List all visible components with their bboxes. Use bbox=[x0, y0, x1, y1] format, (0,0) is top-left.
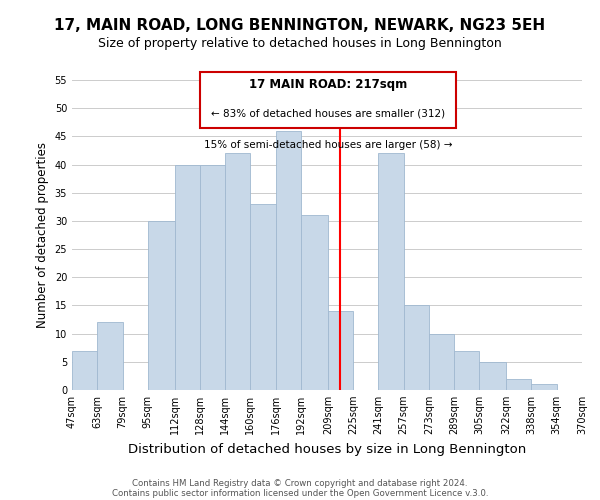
Bar bbox=[532, 384, 557, 390]
Bar bbox=[301, 216, 328, 390]
Bar bbox=[429, 334, 454, 390]
FancyBboxPatch shape bbox=[200, 72, 455, 128]
Text: ← 83% of detached houses are smaller (312): ← 83% of detached houses are smaller (31… bbox=[211, 108, 445, 118]
Bar bbox=[200, 164, 225, 390]
Text: Contains public sector information licensed under the Open Government Licence v.: Contains public sector information licen… bbox=[112, 490, 488, 498]
Bar bbox=[175, 164, 200, 390]
Bar bbox=[479, 362, 506, 390]
Text: 15% of semi-detached houses are larger (58) →: 15% of semi-detached houses are larger (… bbox=[203, 140, 452, 149]
Bar bbox=[250, 204, 275, 390]
Text: 17, MAIN ROAD, LONG BENNINGTON, NEWARK, NG23 5EH: 17, MAIN ROAD, LONG BENNINGTON, NEWARK, … bbox=[55, 18, 545, 32]
Bar bbox=[506, 378, 532, 390]
Bar bbox=[454, 350, 479, 390]
Text: Contains HM Land Registry data © Crown copyright and database right 2024.: Contains HM Land Registry data © Crown c… bbox=[132, 478, 468, 488]
Bar bbox=[148, 221, 175, 390]
Bar bbox=[582, 384, 600, 390]
Bar bbox=[97, 322, 122, 390]
Text: 17 MAIN ROAD: 217sqm: 17 MAIN ROAD: 217sqm bbox=[248, 78, 407, 90]
Y-axis label: Number of detached properties: Number of detached properties bbox=[36, 142, 49, 328]
Text: Size of property relative to detached houses in Long Bennington: Size of property relative to detached ho… bbox=[98, 38, 502, 51]
Bar bbox=[379, 154, 404, 390]
Bar bbox=[72, 350, 97, 390]
X-axis label: Distribution of detached houses by size in Long Bennington: Distribution of detached houses by size … bbox=[128, 442, 526, 456]
Bar bbox=[275, 130, 301, 390]
Bar bbox=[225, 154, 250, 390]
Bar bbox=[328, 311, 353, 390]
Bar bbox=[404, 306, 429, 390]
